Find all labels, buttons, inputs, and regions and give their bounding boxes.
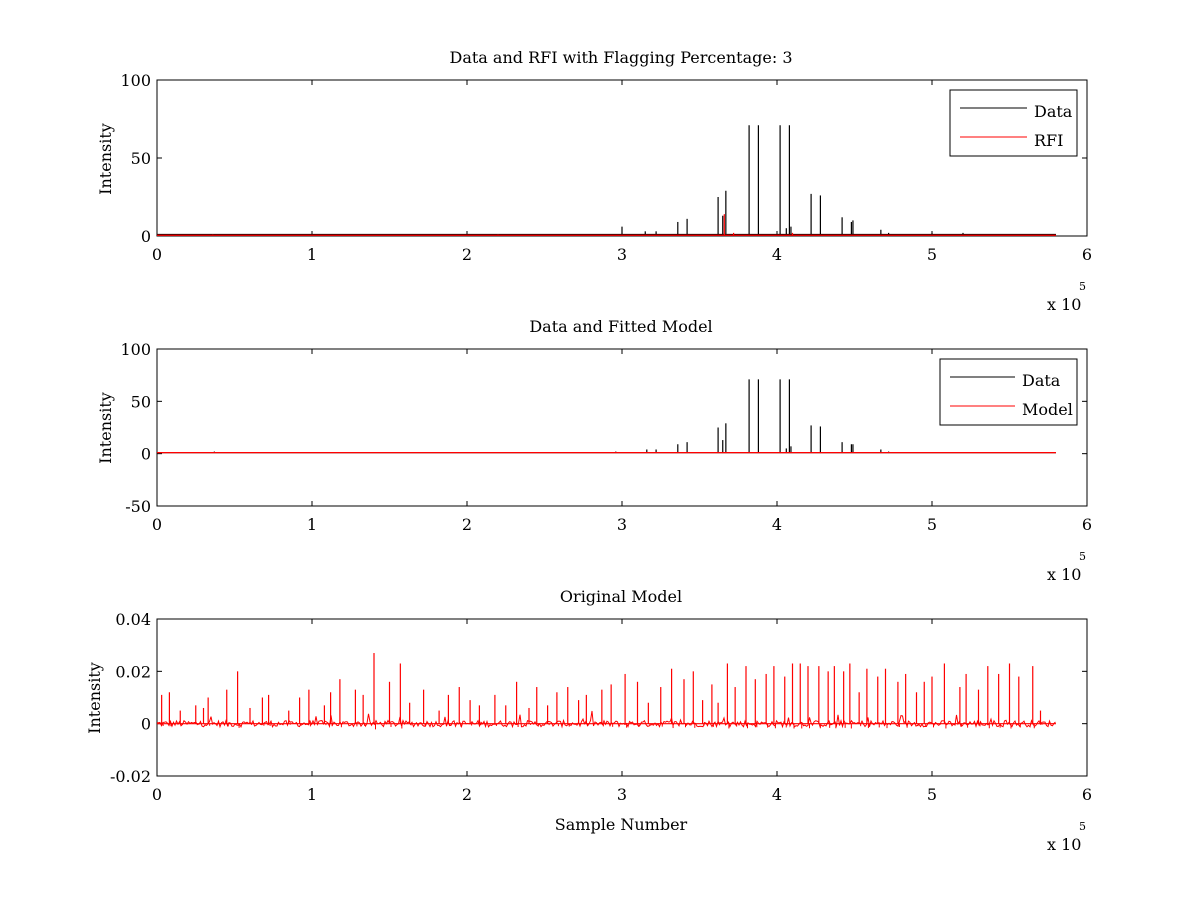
panel-3-exponent: x 10 5 (1047, 820, 1086, 854)
y-tick-label: 50 (131, 149, 151, 168)
x-tick-label: 4 (772, 785, 782, 804)
panel-2-exponent: x 10 5 (1047, 550, 1086, 584)
y-tick-label: 0 (141, 445, 151, 464)
panel-1-ylabel: Intensity (96, 123, 115, 195)
panel-1-legend: Data RFI (949, 89, 1078, 157)
x-tick-label: 5 (927, 785, 937, 804)
panel-1: Data and RFI with Flagging Percentage: 3… (96, 48, 1092, 314)
x-tick-label: 1 (307, 785, 317, 804)
panel-1-exponent-power: 5 (1079, 280, 1086, 293)
y-tick-label: 0 (141, 715, 151, 734)
y-tick-label: 50 (131, 392, 151, 411)
y-tick-label: -50 (125, 497, 151, 516)
panel-1-legend-rfi-label: RFI (1034, 131, 1063, 150)
x-tick-label: 5 (927, 515, 937, 534)
panel-2-exponent-base: x 10 (1047, 565, 1081, 584)
x-tick-label: 3 (617, 515, 627, 534)
x-tick-label: 2 (462, 785, 472, 804)
x-tick-label: 4 (772, 245, 782, 264)
panel-3-exponent-base: x 10 (1047, 835, 1081, 854)
panel-2-legend-model-label: Model (1022, 400, 1073, 419)
x-tick-label: 0 (152, 785, 162, 804)
y-tick-label: -0.02 (110, 767, 151, 786)
panel-3-ylabel: Intensity (85, 662, 104, 734)
panel-2-legend: Data Model (939, 358, 1078, 426)
panel-2-exponent-power: 5 (1079, 550, 1086, 563)
x-tick-label: 2 (462, 515, 472, 534)
panel-1-exponent-base: x 10 (1047, 295, 1081, 314)
x-tick-label: 1 (307, 245, 317, 264)
panel-2-ylabel: Intensity (96, 392, 115, 464)
panel-3-exponent-power: 5 (1079, 820, 1086, 833)
x-tick-label: 3 (617, 785, 627, 804)
y-tick-label: 100 (120, 340, 151, 359)
x-tick-label: 0 (152, 245, 162, 264)
x-tick-label: 4 (772, 515, 782, 534)
panel-3-title: Original Model (560, 587, 682, 606)
panel-1-legend-data-label: Data (1034, 102, 1073, 121)
series-rfi-1 (157, 214, 1056, 236)
series-model-3 (156, 653, 1056, 730)
x-tick-label: 2 (462, 245, 472, 264)
x-tick-label: 6 (1082, 785, 1092, 804)
panel-2-title: Data and Fitted Model (529, 317, 712, 336)
panel-1-legend-box (949, 89, 1078, 157)
panel-2: Data and Fitted Model Intensity 0 1 2 3 4 5 6 -… (96, 317, 1092, 584)
y-tick-label: 0.04 (115, 610, 151, 629)
x-tick-label: 1 (307, 515, 317, 534)
panel-3-xlabel: Sample Number (555, 815, 688, 834)
panel-3: Original Model Intensity Sample Number 0… (85, 587, 1092, 854)
panel-1-plot: 0 1 2 3 4 5 6 0 50 100 (120, 71, 1092, 264)
y-tick-label: 0 (141, 227, 151, 246)
y-tick-label: 0.02 (115, 662, 151, 681)
panel-2-legend-data-label: Data (1022, 371, 1061, 390)
panel-1-exponent: x 10 5 (1047, 280, 1086, 314)
panel-1-title: Data and RFI with Flagging Percentage: 3 (449, 48, 792, 67)
x-tick-label: 6 (1082, 245, 1092, 264)
data-noise (156, 710, 1056, 729)
x-tick-label: 6 (1082, 515, 1092, 534)
panel-2-legend-box (939, 358, 1078, 426)
x-tick-label: 0 (152, 515, 162, 534)
x-tick-label: 3 (617, 245, 627, 264)
y-tick-label: 100 (120, 71, 151, 90)
x-tick-label: 5 (927, 245, 937, 264)
series-data-1 (157, 125, 1056, 236)
